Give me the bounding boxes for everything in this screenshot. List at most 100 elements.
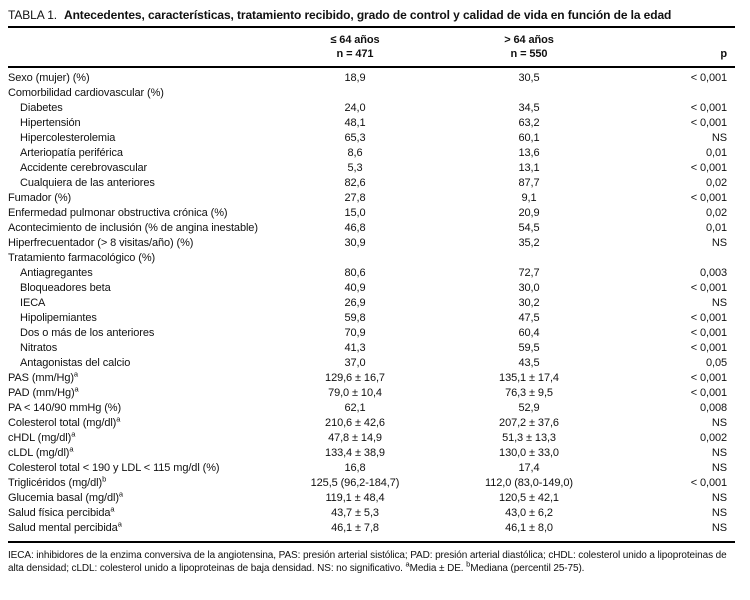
row-label: Cualquiera de las anteriores — [20, 176, 155, 189]
table-row: cHDL (mg/dl)a 47,8 ± 14,9 51,3 ± 13,3 0,… — [8, 428, 735, 446]
row-label: Enfermedad pulmonar obstructiva crónica … — [8, 206, 228, 219]
value-gt64: 51,3 ± 13,3 — [502, 431, 556, 444]
p-value: < 0,001 — [690, 326, 727, 339]
value-le64: 48,1 — [344, 116, 366, 129]
table-row: Enfermedad pulmonar obstructiva crónica … — [8, 206, 735, 221]
value-le64: 37,0 — [344, 356, 366, 369]
table-row: Sexo (mujer) (%) 18,9 30,5 < 0,001 — [8, 67, 735, 86]
value-gt64: 120,5 ± 42,1 — [499, 491, 559, 504]
header-col-le64-n: n = 471 — [336, 47, 374, 60]
value-le64: 210,6 ± 42,6 — [325, 416, 385, 429]
table-title: TABLA 1. Antecedentes, características, t… — [8, 7, 735, 28]
row-label: cLDL (mg/dl)a — [8, 443, 74, 459]
p-value: < 0,001 — [690, 341, 727, 354]
value-le64: 43,7 ± 5,3 — [331, 506, 379, 519]
table-header: ≤ 64 años n = 471 > 64 años n = 550 p — [8, 27, 735, 68]
p-value — [614, 251, 735, 266]
value-gt64: 87,7 — [518, 176, 540, 189]
value-le64: 125,5 (96,2-184,7) — [310, 476, 400, 489]
table-row: Hipercolesterolemia 65,3 60,1 NS — [8, 131, 735, 146]
value-le64: 27,8 — [344, 191, 366, 204]
value-le64: 47,8 ± 14,9 — [328, 431, 382, 444]
value-gt64: 34,5 — [518, 101, 540, 114]
value-le64: 41,3 — [344, 341, 366, 354]
row-label: PA < 140/90 mmHg (%) — [8, 401, 122, 414]
value-le64: 129,6 ± 16,7 — [325, 371, 385, 384]
value-gt64: 30,2 — [518, 296, 540, 309]
value-le64 — [266, 86, 444, 101]
value-le64: 62,1 — [344, 401, 366, 414]
row-label: Hipercolesterolemia — [20, 131, 116, 144]
value-gt64: 17,4 — [518, 461, 540, 474]
value-gt64: 9,1 — [521, 191, 537, 204]
row-label: Acontecimiento de inclusión (% de angina… — [8, 221, 258, 234]
p-value: < 0,001 — [690, 476, 727, 489]
header-col-gt64-range: > 64 años — [504, 33, 554, 46]
data-table: ≤ 64 años n = 471 > 64 años n = 550 p Se… — [8, 27, 735, 543]
table-row: Cualquiera de las anteriores 82,6 87,7 0… — [8, 176, 735, 191]
footnote-abbreviations: IECA: inhibidores de la enzima conversiv… — [8, 549, 727, 574]
table-footnote: IECA: inhibidores de la enzima conversiv… — [8, 549, 735, 575]
value-le64: 80,6 — [344, 266, 366, 279]
row-label: Comorbilidad cardiovascular (%) — [8, 86, 164, 99]
p-value: < 0,001 — [690, 116, 727, 129]
p-value: NS — [711, 296, 727, 309]
value-gt64: 63,2 — [518, 116, 540, 129]
table-row: Bloqueadores beta 40,9 30,0 < 0,001 — [8, 281, 735, 296]
value-le64: 59,8 — [344, 311, 366, 324]
table-row: Salud física percibidaa 43,7 ± 5,3 43,0 … — [8, 503, 735, 521]
p-value: 0,002 — [699, 431, 727, 444]
value-le64: 70,9 — [344, 326, 366, 339]
row-label: Nitratos — [20, 341, 58, 354]
value-le64 — [266, 251, 444, 266]
row-label: Salud mental percibidaa — [8, 518, 122, 534]
row-label: Antagonistas del calcio — [20, 356, 131, 369]
table-row: cLDL (mg/dl)a 133,4 ± 38,9 130,0 ± 33,0 … — [8, 443, 735, 461]
value-gt64: 30,0 — [518, 281, 540, 294]
value-gt64: 60,1 — [518, 131, 540, 144]
row-label: Tratamiento farmacológico (%) — [8, 251, 156, 264]
footnote-sup-a: a — [405, 559, 410, 569]
table-row: PAS (mm/Hg)a 129,6 ± 16,7 135,1 ± 17,4 <… — [8, 370, 735, 386]
table-row: Hipolipemiantes 59,8 47,5 < 0,001 — [8, 311, 735, 326]
row-label: Salud física percibidaa — [8, 503, 115, 519]
value-le64: 133,4 ± 38,9 — [325, 446, 385, 459]
header-col-gt64-n: n = 550 — [510, 47, 548, 60]
p-value: NS — [711, 521, 727, 534]
p-value: 0,01 — [705, 221, 727, 234]
p-value: NS — [711, 491, 727, 504]
value-le64: 82,6 — [344, 176, 366, 189]
table-row: Arteriopatía periférica 8,6 13,6 0,01 — [8, 146, 735, 161]
header-col-gt64: > 64 años n = 550 — [444, 27, 614, 68]
value-le64: 15,0 — [344, 206, 366, 219]
p-value: < 0,001 — [690, 71, 727, 84]
p-value: NS — [711, 416, 727, 429]
value-gt64: 207,2 ± 37,6 — [499, 416, 559, 429]
value-le64: 30,9 — [344, 236, 366, 249]
p-value: 0,008 — [699, 401, 727, 414]
value-gt64: 72,7 — [518, 266, 540, 279]
table-row: Accidente cerebrovascular 5,3 13,1 < 0,0… — [8, 161, 735, 176]
table-number: TABLA 1. — [8, 8, 58, 22]
p-value: 0,02 — [705, 206, 727, 219]
header-empty — [8, 27, 266, 68]
value-gt64: 20,9 — [518, 206, 540, 219]
value-gt64: 54,5 — [518, 221, 540, 234]
p-value: NS — [711, 461, 727, 474]
row-label: Sexo (mujer) (%) — [8, 71, 90, 84]
p-value: NS — [711, 131, 727, 144]
p-value: < 0,001 — [690, 386, 727, 399]
value-gt64: 43,5 — [518, 356, 540, 369]
value-gt64: 59,5 — [518, 341, 540, 354]
value-le64: 5,3 — [347, 161, 363, 174]
table-caption: Antecedentes, características, tratamien… — [64, 8, 672, 22]
table-row: Antiagregantes 80,6 72,7 0,003 — [8, 266, 735, 281]
row-label: Colesterol total < 190 y LDL < 115 mg/dl… — [8, 461, 220, 474]
footnote-note-b: Mediana (percentil 25-75). — [470, 562, 585, 574]
row-label: Antiagregantes — [20, 266, 93, 279]
row-label: cHDL (mg/dl)a — [8, 428, 76, 444]
table-body: Sexo (mujer) (%) 18,9 30,5 < 0,001 Comor… — [8, 67, 735, 542]
p-value: < 0,001 — [690, 191, 727, 204]
value-gt64: 43,0 ± 6,2 — [505, 506, 553, 519]
value-gt64: 76,3 ± 9,5 — [505, 386, 553, 399]
